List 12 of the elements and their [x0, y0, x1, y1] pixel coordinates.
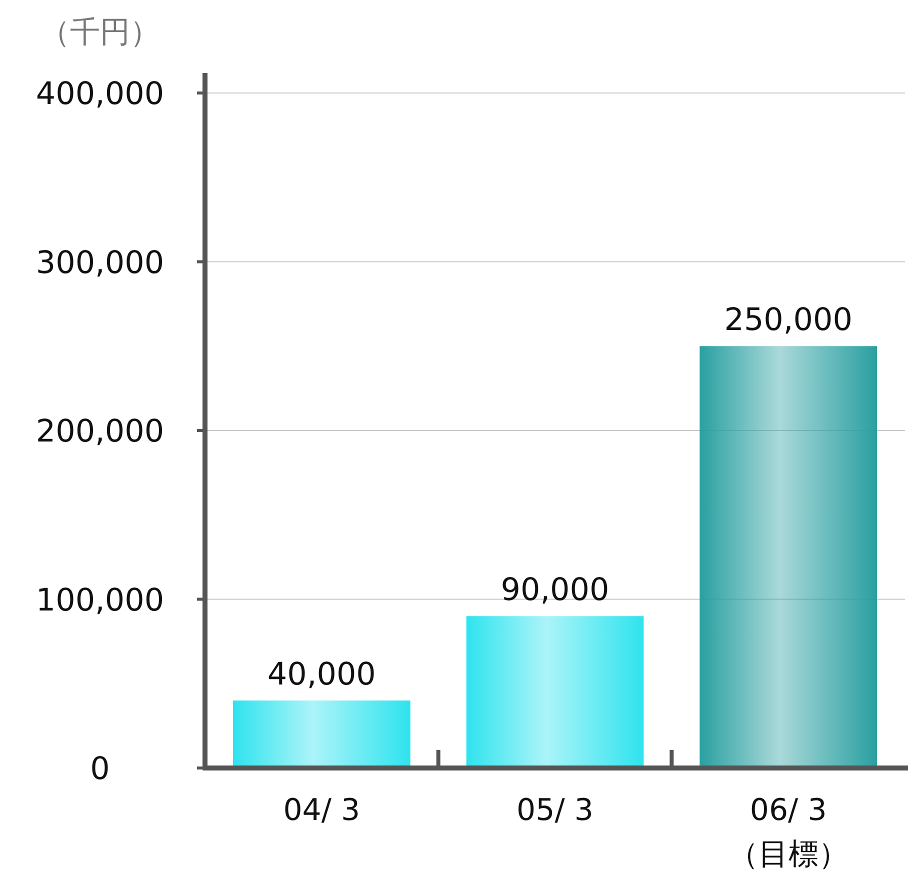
y-tick-label: 400,000: [36, 76, 164, 112]
y-axis-title: （千円）: [40, 15, 160, 50]
x-tick-label: 04/ 3: [283, 793, 360, 828]
x-tick-label: 06/ 3 （目標）: [728, 793, 848, 872]
data-label: 250,000: [724, 302, 852, 338]
data-label: 40,000: [267, 656, 376, 692]
y-tick-label: 300,000: [36, 244, 164, 281]
y-tick-label: 0: [90, 751, 110, 787]
x-tick-label: 05/ 3: [516, 793, 594, 828]
y-tick-label: 200,000: [36, 414, 164, 450]
data-label: 90,000: [500, 572, 610, 608]
y-tick-label: 100,000: [36, 582, 164, 618]
